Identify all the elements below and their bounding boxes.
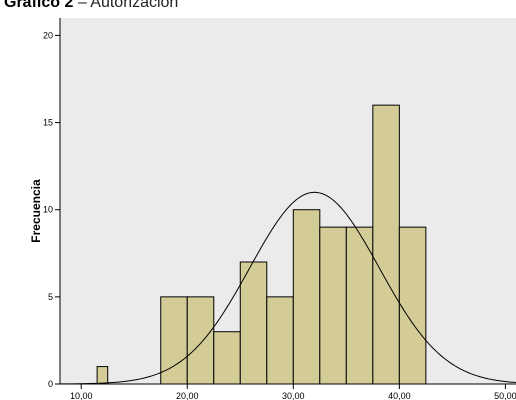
y-tick-label-3: 15: [43, 118, 53, 128]
x-tick-label-0: 10,00: [70, 391, 93, 400]
y-tick-label-2: 10: [43, 205, 53, 215]
y-tick-label-1: 5: [48, 292, 53, 302]
histogram-bar-11: [398, 226, 427, 385]
x-tick-label-4: 50,00: [494, 391, 516, 400]
y-tick-label-4: 20: [43, 30, 53, 40]
x-tick-label-2: 30,00: [282, 391, 305, 400]
histogram-bar-5: [239, 261, 268, 385]
histogram-bar-3: [186, 296, 215, 385]
histogram-bar-8: [319, 226, 347, 385]
chart-title-bold: Gráfico 2: [4, 0, 74, 11]
y-tick-label-0: 0: [48, 379, 53, 389]
histogram-bar-9: [345, 226, 374, 385]
histogram-bar-10: [372, 104, 400, 385]
histogram-bar-6: [266, 296, 294, 385]
histogram-bar-2: [160, 296, 188, 385]
normal-curve: [59, 191, 516, 385]
chart-title-rest: Autorización: [90, 0, 179, 11]
chart-title: Gráfico 2 – Autorización: [4, 0, 178, 12]
y-axis-label: Frecuencia: [29, 179, 43, 243]
histogram-bar-4: [213, 331, 241, 385]
x-tick-label-1: 20,00: [176, 391, 199, 400]
histogram-bar-7: [292, 209, 321, 385]
x-tick-label-3: 40,00: [388, 391, 411, 400]
histogram-bar-1: [96, 366, 109, 385]
